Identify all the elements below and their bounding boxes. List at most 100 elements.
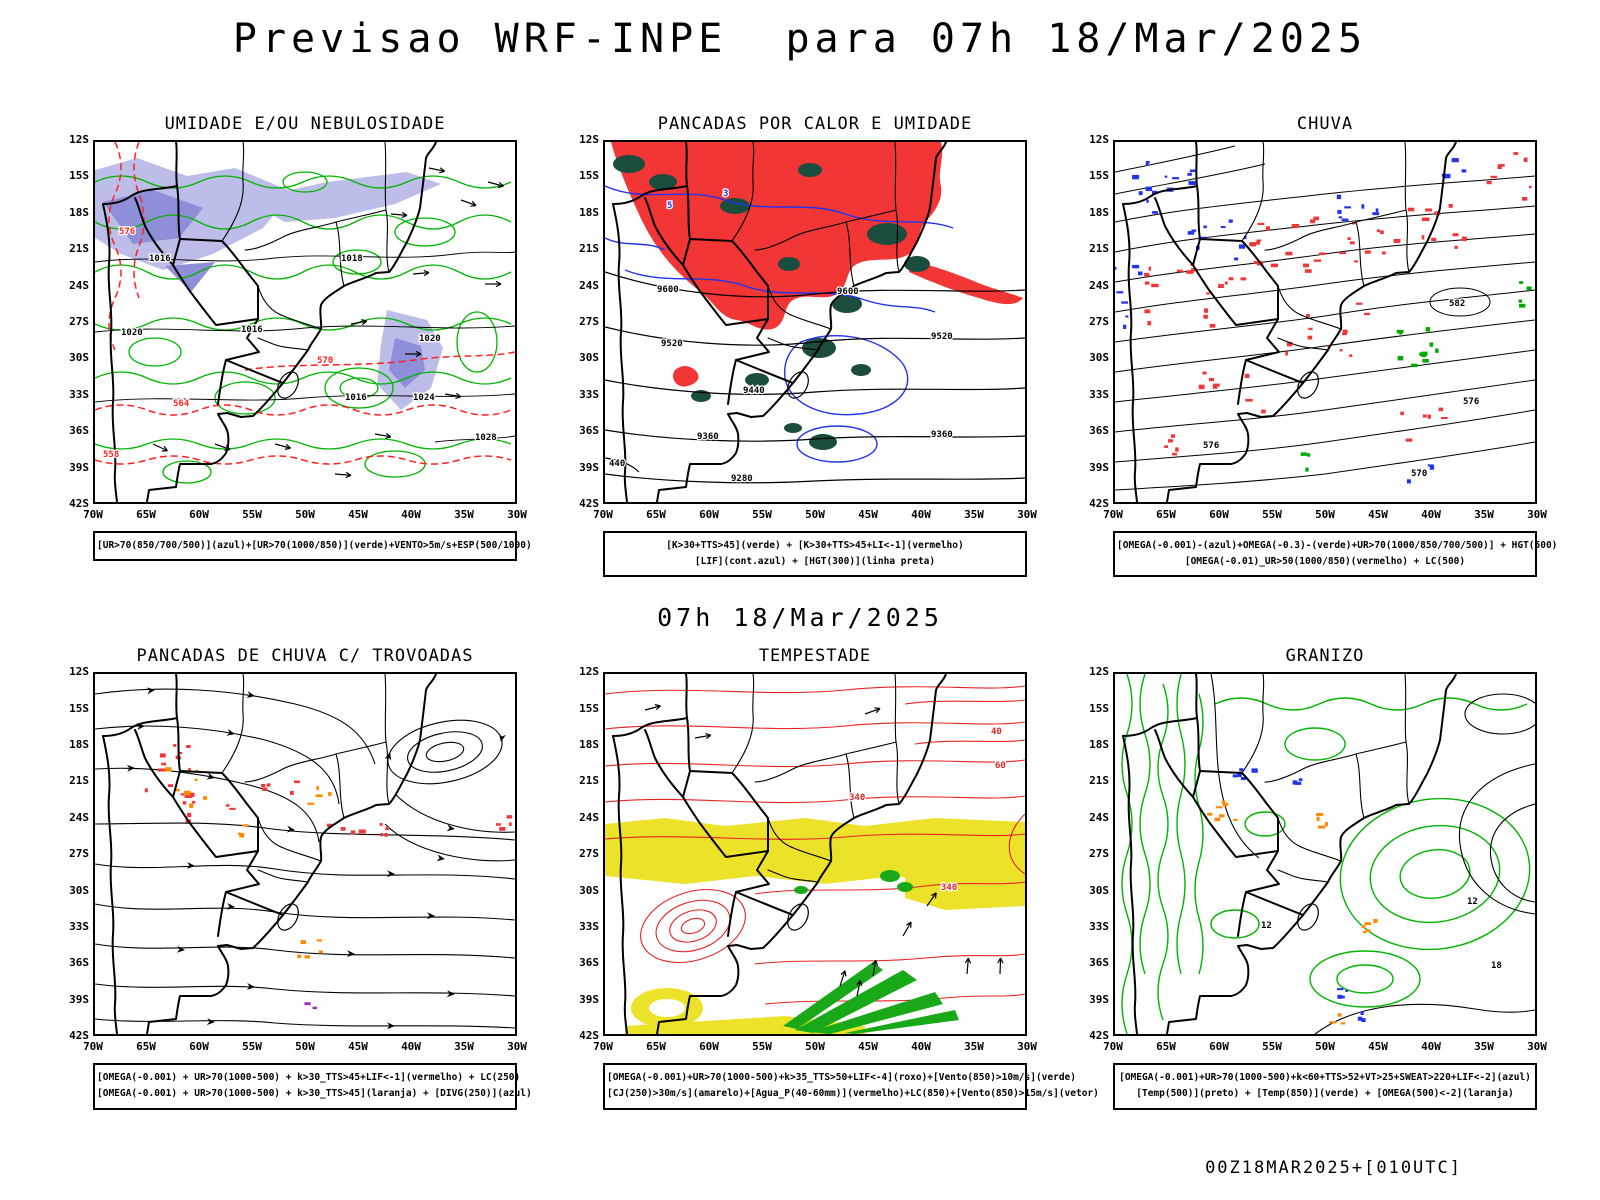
svg-text:9360: 9360 [697, 432, 719, 442]
streamlines-black [95, 688, 515, 1029]
caption-granizo: [OMEGA(-0.001)+UR>70(1000-500)+k<60+TTS>… [1113, 1063, 1537, 1110]
caption-line: [OMEGA(-0.001)-(azul)+OMEGA(-0.3)-(verde… [1117, 540, 1558, 551]
panel-title-pancadas-calor: PANCADAS POR CALOR E UMIDADE [657, 114, 973, 134]
caption-line: [OMEGA(-0.001) + UR>70(1000-500) + k>30_… [97, 1072, 521, 1084]
panel-chuva: CHUVA 12S 15S 18S 21S 24S 27S 30S 33S 36S 39S 42S [1083, 114, 1558, 578]
panel-title-granizo: GRANIZO [1285, 646, 1365, 667]
caption-line: [OMEGA(-0.001)+UR>70(1000-500)+k>35_TTS>… [607, 1072, 1076, 1084]
lon-axis: 70W 65W 60W 55W 50W 45W 40W 35W 30W [83, 508, 527, 521]
streamline-arrowheads [126, 686, 506, 1030]
svg-text:1024: 1024 [413, 393, 435, 403]
map-chuva: 582 576 576 570 [1113, 140, 1537, 504]
svg-text:570: 570 [1411, 469, 1427, 479]
lon-axis: 70W 65W 60W 55W 50W 45W 40W 35W 30W [593, 1040, 1037, 1054]
panel-title-chuva: CHUVA [1296, 114, 1354, 134]
panel-row-2: PANCADAS DE CHUVA C/ TROVOADAS 12S 15S 18S… [0, 646, 1600, 1110]
svg-text:40: 40 [991, 727, 1002, 737]
lat-axis: 12S 15S 18S 21S 24S 27S 30S 33S 36S 39S 42S [579, 133, 599, 510]
speckle-field [1115, 152, 1532, 484]
panel-title-tempestade: TEMPESTADE [758, 646, 872, 667]
lat-axis: 12S 15S 18S 21S 24S 27S 30S 33S 36S 39S 42S [69, 665, 89, 1043]
panel-row-1: UMIDADE E/OU NEBULOSIDADE 12S 15S 18S 21S 24… [0, 114, 1600, 578]
panel-title-umidade: UMIDADE E/OU NEBULOSIDADE [164, 114, 446, 134]
temp850-contours-green [1121, 674, 1531, 1035]
svg-text:340: 340 [849, 793, 865, 803]
speckle-field [1207, 768, 1378, 1025]
svg-text:1028: 1028 [475, 433, 497, 443]
contour-labels: 9600 9600 9520 9520 9440 9360 9360 9280 … [608, 188, 954, 486]
lat-axis: 12S 15S 18S 21S 24S 27S 30S 33S 36S 39S 42S [1089, 665, 1109, 1043]
caption-pancadas-calor: [K>30+TTS>45](verde) + [K>30+TTS>45+LI<-… [603, 531, 1027, 578]
map-pancadas-calor: 9600 9600 9520 9520 9440 9360 9360 9280 … [603, 140, 1027, 504]
svg-text:9360: 9360 [931, 430, 953, 440]
svg-text:9600: 9600 [657, 285, 679, 295]
caption-tempestade: [OMEGA(-0.001)+UR>70(1000-500)+k>35_TTS>… [603, 1063, 1099, 1110]
map-tempestade: 340 340 40 60 [603, 672, 1027, 1037]
svg-text:570: 570 [317, 356, 333, 366]
basemap-coastlines [1122, 142, 1457, 502]
contour-labels: 582 576 576 570 [1202, 298, 1481, 481]
svg-text:3: 3 [723, 189, 728, 199]
svg-text:1020: 1020 [121, 328, 143, 338]
panel-tempestade: TEMPESTADE 12S 15S 18S 21S 24S 27S 30S 33S 36S 39… [573, 646, 1099, 1110]
page-title: Previsao WRF-INPE para 07h 18/Mar/2025 [232, 16, 1368, 62]
lon-axis: 70W 65W 60W 55W 50W 45W 40W 35W 30W [1103, 1040, 1547, 1054]
svg-text:9440: 9440 [743, 386, 765, 396]
svg-text:60: 60 [995, 761, 1006, 771]
lon-axis: 70W 65W 60W 55W 50W 45W 40W 35W 30W [593, 508, 1037, 521]
hgt500-contours-black [1115, 145, 1535, 491]
svg-text:1016: 1016 [149, 254, 171, 264]
svg-text:340: 340 [941, 883, 957, 893]
svg-text:440: 440 [609, 459, 625, 469]
svg-text:576: 576 [1463, 397, 1479, 407]
map-trovoadas [93, 672, 517, 1037]
cloud-shading [95, 158, 443, 410]
panel-trovoadas: PANCADAS DE CHUVA C/ TROVOADAS 12S 15S 18S… [63, 646, 532, 1110]
caption-chuva: [OMEGA(-0.001)-(azul)+OMEGA(-0.3)-(verde… [1113, 531, 1558, 578]
contour-labels: 12 18 12 [1260, 896, 1503, 973]
thetae-contours-red [605, 685, 1025, 1005]
lon-axis: 70W 65W 60W 55W 50W 45W 40W 35W 30W [1103, 508, 1547, 521]
svg-text:9280: 9280 [731, 474, 753, 484]
run-timestamp: 00Z18MAR2025+[010UTC] [1205, 1158, 1462, 1178]
svg-text:5: 5 [667, 201, 672, 211]
lon-axis: 70W 65W 60W 55W 50W 45W 40W 35W 30W [83, 1040, 527, 1054]
wind850-green-fill [783, 870, 959, 1035]
speckle-field [144, 744, 513, 1010]
basemap-coastlines [102, 674, 437, 1035]
humidity-contours-green [95, 171, 512, 484]
contour-labels: 576 570 564 558 1016 1016 1016 1020 1020… [102, 226, 498, 462]
hgt300-contours-black [605, 271, 1025, 484]
mid-subtitle: 07h 18/Mar/2025 [657, 603, 943, 633]
svg-text:9520: 9520 [661, 339, 683, 349]
svg-text:576: 576 [1203, 441, 1219, 451]
jet-ring-hole [649, 999, 685, 1018]
pressure-contours-black [95, 251, 515, 443]
caption-line: [CJ(250)>30m/s](amarelo)+[Agua_P(40-60mm… [607, 1088, 1099, 1100]
caption-line: [K>30+TTS>45](verde) + [K>30+TTS>45+LI<-… [666, 540, 964, 551]
panel-pancadas-calor: PANCADAS POR CALOR E UMIDADE 12S 15S 18S 21… [573, 114, 1037, 578]
lat-axis: 12S 15S 18S 21S 24S 27S 30S 33S 36S 39S 42S [1089, 133, 1109, 510]
caption-line: [LIF](cont.azul) + [HGT(300)](linha pret… [694, 556, 936, 568]
caption-line: [OMEGA(-0.01)_UR>50(1000/850)(vermelho) … [1184, 556, 1466, 568]
temp500-contours-black [1210, 674, 1535, 1035]
svg-text:9600: 9600 [837, 287, 859, 297]
lif-contours-blue [605, 185, 954, 463]
panel-umidade: UMIDADE E/OU NEBULOSIDADE 12S 15S 18S 21S 24… [63, 114, 532, 577]
svg-text:12: 12 [1467, 897, 1478, 907]
caption-trovoadas: [OMEGA(-0.001) + UR>70(1000-500) + k>30_… [93, 1063, 532, 1110]
lat-axis: 12S 15S 18S 21S 24S 27S 30S 33S 36S 39S 42S [69, 133, 89, 510]
svg-text:1018: 1018 [341, 254, 363, 264]
svg-text:18: 18 [1491, 961, 1502, 971]
caption-umidade: [UR>70(850/700/500)](azul)+[UR>70(1000/8… [93, 531, 532, 562]
svg-text:1016: 1016 [241, 325, 263, 335]
panel-granizo: GRANIZO 12S 15S 18S 21S 24S 27S 30S 33S 36S 39S 42… [1083, 646, 1547, 1110]
svg-text:12: 12 [1261, 921, 1272, 931]
caption-line: [OMEGA(-0.001)+UR>70(1000-500)+k<60+TTS>… [1119, 1072, 1531, 1084]
map-granizo: 12 18 12 [1113, 672, 1537, 1037]
contour-labels: 340 340 40 60 [848, 726, 1007, 895]
svg-text:9520: 9520 [931, 332, 953, 342]
svg-text:582: 582 [1449, 299, 1465, 309]
svg-text:1020: 1020 [419, 334, 441, 344]
map-umidade: 576 570 564 558 1016 1016 1016 1020 1020… [93, 140, 517, 504]
